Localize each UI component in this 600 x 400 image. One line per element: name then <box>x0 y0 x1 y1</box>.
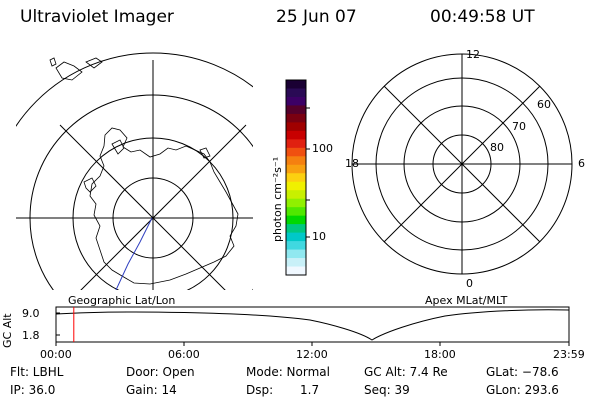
info-gc-alt: GC Alt: 7.4 Re <box>364 365 448 379</box>
timeline-xtick: 18:00 <box>424 348 456 361</box>
colorbar-segment <box>286 130 306 140</box>
info-glon: GLon: 293.6 <box>486 383 559 397</box>
mlt-label-left: 18 <box>345 157 359 170</box>
colorbar <box>286 80 306 276</box>
colorbar-segment <box>286 139 306 149</box>
info-dsp-value: 1.7 <box>300 383 320 397</box>
colorbar-segment <box>286 266 306 276</box>
colorbar-tick-100: 100 <box>312 142 333 155</box>
colorbar-segment <box>286 80 306 90</box>
info-flt: Flt: LBHL <box>10 365 64 379</box>
colorbar-segment <box>286 207 306 217</box>
time: 00:49:58 UT <box>430 7 535 27</box>
colorbar-segment <box>286 147 306 157</box>
timeline-xtick: 06:00 <box>168 348 200 361</box>
colorbar-segment <box>286 105 306 115</box>
apex-label: Apex MLat/MLT <box>425 294 508 307</box>
lat-label-60: 60 <box>537 98 551 111</box>
colorbar-segment <box>286 164 306 174</box>
info-door: Door: Open <box>126 365 195 379</box>
mlt-label-bottom: 0 <box>466 277 473 290</box>
info-seq: Seq: 39 <box>364 383 410 397</box>
colorbar-tick-10: 10 <box>312 230 326 243</box>
timeline-ytick-low: 1.8 <box>22 329 40 342</box>
colorbar-segment <box>286 96 306 107</box>
timeline-ytick-high: 9.0 <box>22 307 40 320</box>
lat-label-70: 70 <box>512 120 526 133</box>
mlt-label-right: 6 <box>578 157 585 170</box>
colorbar-segment <box>286 241 306 251</box>
colorbar-segment <box>286 113 306 123</box>
date: 25 Jun 07 <box>276 7 357 27</box>
info-ip: IP: 36.0 <box>10 383 56 397</box>
colorbar-segment <box>286 258 306 268</box>
info-gain: Gain: 14 <box>126 383 177 397</box>
geographic-map <box>16 52 253 290</box>
colorbar-segment <box>286 181 306 191</box>
colorbar-segment <box>286 224 306 234</box>
colorbar-segment <box>286 122 306 132</box>
timeline-plot <box>55 306 570 346</box>
geographic-label: Geographic Lat/Lon <box>68 294 176 307</box>
timeline-xtick: 23:59 <box>553 348 585 361</box>
timeline-xtick: 00:00 <box>40 348 72 361</box>
lat-label-80: 80 <box>490 141 504 154</box>
colorbar-segment <box>286 173 306 183</box>
colorbar-segment <box>286 215 306 225</box>
timeline-ylabel: GC Alt <box>1 313 14 348</box>
colorbar-ticks <box>306 107 310 238</box>
info-dsp-label: Dsp: <box>246 383 274 397</box>
colorbar-segment <box>286 249 306 259</box>
timeline-xtick: 12:00 <box>296 348 328 361</box>
colorbar-segment <box>286 156 306 166</box>
magnetic-polar-plot <box>351 53 573 275</box>
title: Ultraviolet Imager <box>20 7 174 27</box>
colorbar-segment <box>286 190 306 200</box>
mlt-label-top: 12 <box>466 48 480 61</box>
colorbar-segment <box>286 88 306 98</box>
info-glat: GLat: −78.6 <box>486 365 559 379</box>
colorbar-unit-label: photon cm⁻²s⁻¹ <box>271 156 284 242</box>
colorbar-segment <box>286 198 306 208</box>
colorbar-segment <box>286 232 306 242</box>
info-mode: Mode: Normal <box>246 365 330 379</box>
